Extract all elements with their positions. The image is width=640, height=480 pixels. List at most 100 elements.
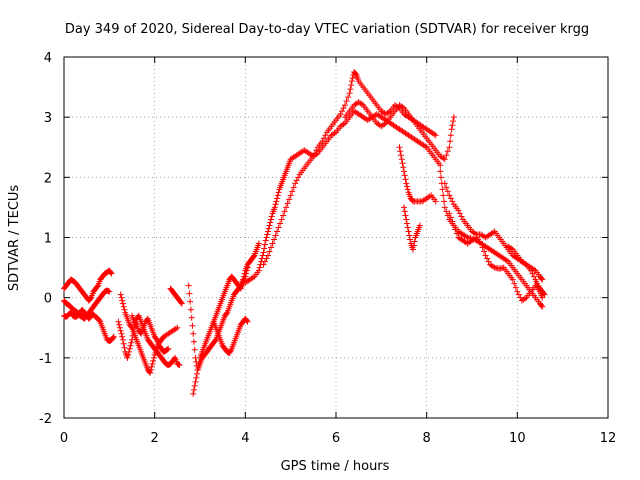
data-point <box>447 138 454 145</box>
data-point <box>250 253 257 260</box>
data-point <box>402 212 409 219</box>
data-point <box>437 162 444 169</box>
data-point <box>484 255 491 262</box>
data-point <box>447 214 454 221</box>
data-point <box>310 153 317 160</box>
data-point <box>539 303 546 310</box>
data-point <box>261 241 268 248</box>
data-point <box>148 363 155 370</box>
data-point <box>193 370 200 377</box>
data-point <box>443 152 450 159</box>
data-point <box>441 198 448 205</box>
data-point <box>340 105 347 112</box>
data-point <box>178 300 185 307</box>
data-point <box>266 248 273 255</box>
data-point <box>118 294 125 301</box>
data-point <box>274 228 281 235</box>
data-point <box>190 390 197 397</box>
data-point <box>212 337 219 344</box>
grid-lines <box>64 57 608 418</box>
data-point <box>348 82 355 89</box>
data-point <box>187 306 194 313</box>
data-point <box>443 184 450 191</box>
data-point <box>398 156 405 163</box>
y-tick-label: 4 <box>44 51 52 66</box>
data-point <box>263 255 270 262</box>
data-point <box>273 198 280 205</box>
data-point <box>147 366 154 373</box>
data-point <box>449 198 456 205</box>
data-point <box>119 336 126 343</box>
data-point <box>541 291 548 298</box>
data-point <box>263 234 270 241</box>
data-point <box>416 222 423 229</box>
data-point <box>125 351 132 358</box>
data-point <box>106 288 113 295</box>
data-point <box>110 334 117 341</box>
data-point <box>274 192 281 199</box>
data-point <box>281 208 288 215</box>
data-point <box>458 213 465 220</box>
data-point <box>264 231 271 238</box>
data-point <box>517 294 524 301</box>
data-point <box>150 354 157 361</box>
data-point <box>277 220 284 227</box>
y-tick-label: 1 <box>44 232 52 247</box>
data-point <box>447 132 454 139</box>
x-axis-label: GPS time / hours <box>281 459 390 474</box>
data-point <box>447 195 454 202</box>
data-point <box>272 232 279 239</box>
data-point <box>515 291 522 298</box>
data-point <box>401 168 407 175</box>
data-point <box>345 94 352 101</box>
data-point <box>441 204 448 211</box>
data-point <box>348 78 355 85</box>
data-point <box>514 288 521 295</box>
data-point <box>320 135 327 142</box>
data-point <box>399 160 406 167</box>
data-point <box>196 358 203 365</box>
data-point <box>190 330 197 337</box>
data-point <box>119 297 126 304</box>
data-point <box>283 204 290 211</box>
data-point <box>481 248 488 255</box>
data-point <box>119 333 126 340</box>
data-point <box>339 108 346 115</box>
data-point <box>116 321 123 328</box>
data-point <box>188 314 195 321</box>
data-point <box>110 333 117 340</box>
data-point <box>118 330 125 337</box>
data-point <box>432 132 439 139</box>
data-point <box>271 236 278 243</box>
data-point <box>538 275 545 282</box>
data-point <box>164 346 171 353</box>
data-point <box>403 216 410 223</box>
y-axis: -2 -1 0 1 2 3 4 <box>39 51 608 427</box>
data-point <box>265 228 271 235</box>
data-point <box>287 192 294 199</box>
data-point <box>121 344 128 351</box>
data-point <box>440 192 447 199</box>
data-point <box>150 357 157 364</box>
data-point <box>289 188 296 195</box>
data-point <box>446 192 453 199</box>
data-point <box>295 174 302 181</box>
y-tick-label: 3 <box>44 111 52 126</box>
data-point <box>450 222 457 229</box>
data-point <box>400 164 407 171</box>
data-point <box>432 198 439 205</box>
data-point <box>94 283 101 290</box>
data-point <box>448 126 455 133</box>
data-point <box>242 273 249 280</box>
data-point <box>121 306 128 313</box>
data-point <box>267 219 274 226</box>
data-point <box>147 369 154 376</box>
data-point <box>410 246 417 253</box>
data-point <box>439 186 446 193</box>
data-point <box>406 232 413 239</box>
data-point <box>190 338 197 345</box>
data-point <box>512 284 519 291</box>
data-point <box>538 302 545 309</box>
data-point <box>404 224 411 231</box>
data-point <box>509 276 516 283</box>
